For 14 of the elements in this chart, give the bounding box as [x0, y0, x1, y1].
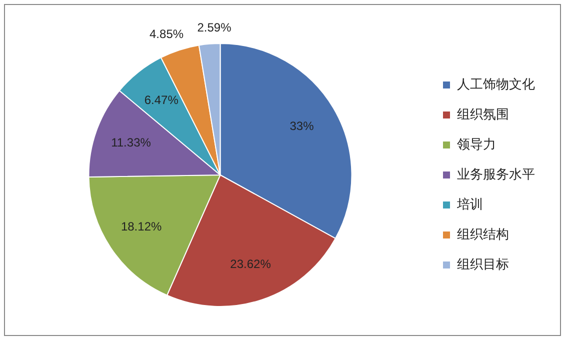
- data-label: 23.62%: [230, 257, 272, 272]
- data-label: 6.47%: [144, 93, 179, 108]
- legend-label: 组织目标: [457, 256, 509, 272]
- data-label: 18.12%: [120, 220, 162, 234]
- legend-label: 培训: [456, 196, 483, 212]
- data-label: 2.59%: [197, 20, 232, 34]
- data-label: 4.85%: [150, 27, 184, 42]
- data-label: 11.33%: [111, 136, 152, 150]
- legend-label: 领导力: [457, 136, 496, 152]
- legend-label: 人工饰物文化: [457, 76, 535, 92]
- legend-label: 业务服务水平: [457, 166, 535, 182]
- legend-label: 组织结构: [457, 226, 509, 242]
- data-label: 33%: [290, 119, 314, 134]
- legend-label: 组织氛围: [457, 106, 509, 122]
